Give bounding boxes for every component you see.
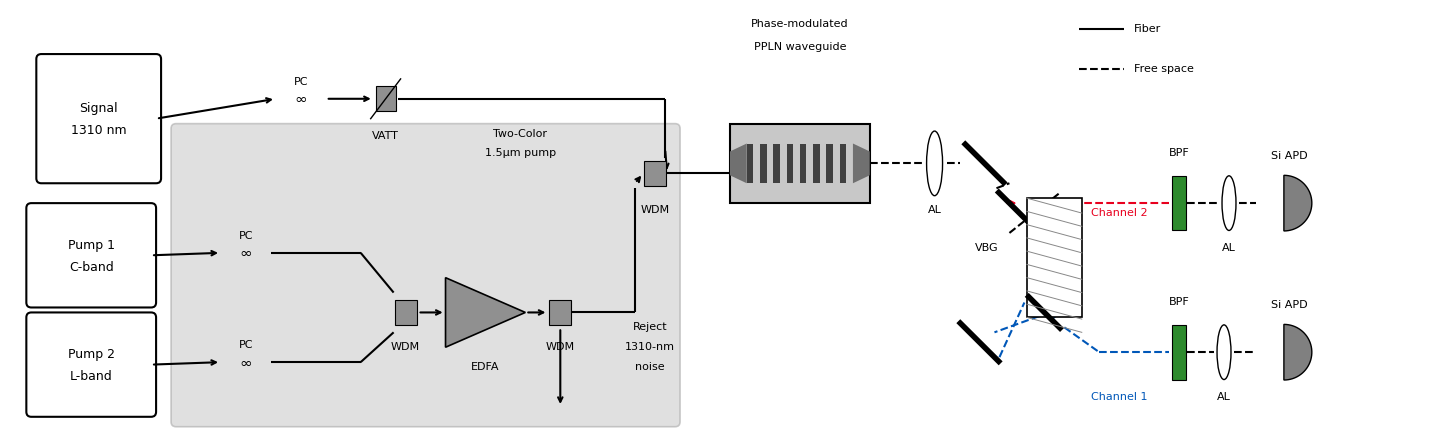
Bar	[813, 143, 819, 183]
Text: 1310 nm: 1310 nm	[72, 124, 126, 137]
Text: Pump 1: Pump 1	[67, 239, 115, 252]
Text: Free space: Free space	[1134, 64, 1194, 74]
Text: Channel 1: Channel 1	[1091, 392, 1147, 402]
Text: Channel 2: Channel 2	[1091, 208, 1147, 218]
Text: Phase-modulated: Phase-modulated	[750, 19, 849, 29]
FancyBboxPatch shape	[36, 54, 160, 183]
Text: PPLN waveguide: PPLN waveguide	[753, 42, 846, 52]
Bar	[780, 143, 786, 183]
Text: $\infty$: $\infty$	[239, 246, 252, 260]
Text: PC: PC	[239, 340, 253, 350]
Text: Two-Color: Two-Color	[494, 129, 547, 138]
FancyBboxPatch shape	[26, 203, 156, 307]
Bar	[1173, 176, 1186, 230]
Bar	[826, 143, 833, 183]
FancyBboxPatch shape	[26, 312, 156, 417]
Text: 1.5μm pump: 1.5μm pump	[485, 148, 556, 159]
Text: WDM: WDM	[391, 342, 420, 352]
Text: Si APD: Si APD	[1270, 301, 1307, 310]
Bar	[730, 124, 869, 203]
Text: $\infty$: $\infty$	[295, 91, 308, 106]
Polygon shape	[445, 278, 526, 347]
Bar	[819, 143, 826, 183]
Bar	[773, 143, 780, 183]
Bar	[800, 143, 806, 183]
Text: Si APD: Si APD	[1270, 151, 1307, 161]
FancyBboxPatch shape	[170, 124, 680, 427]
Polygon shape	[1285, 324, 1312, 380]
Text: BPF: BPF	[1169, 148, 1190, 159]
Text: PC: PC	[239, 231, 253, 241]
Bar	[806, 143, 813, 183]
Bar	[786, 143, 793, 183]
Bar	[644, 161, 666, 186]
Text: VBG: VBG	[975, 243, 998, 253]
Text: VATT: VATT	[372, 130, 400, 141]
Bar	[753, 143, 760, 183]
Text: AL: AL	[1221, 243, 1236, 253]
Text: EDFA: EDFA	[471, 362, 500, 372]
Bar	[550, 300, 571, 325]
Bar	[1173, 325, 1186, 379]
Text: Pump 2: Pump 2	[67, 348, 115, 361]
Text: noise: noise	[636, 362, 664, 372]
Bar	[375, 86, 395, 111]
Text: 1310-nm: 1310-nm	[626, 342, 674, 352]
Text: WDM: WDM	[640, 205, 670, 215]
Text: PC: PC	[294, 77, 308, 87]
Ellipse shape	[1221, 176, 1236, 230]
Ellipse shape	[1217, 325, 1232, 379]
Bar	[746, 143, 753, 183]
Polygon shape	[853, 143, 869, 183]
Bar	[793, 143, 800, 183]
Text: Reject: Reject	[633, 323, 667, 332]
Text: C-band: C-band	[69, 261, 113, 274]
Ellipse shape	[927, 131, 942, 196]
Text: L-band: L-band	[70, 370, 113, 383]
Text: BPF: BPF	[1169, 297, 1190, 307]
Bar	[1027, 198, 1081, 318]
Text: Fiber: Fiber	[1134, 24, 1161, 34]
Bar	[846, 143, 853, 183]
Text: AL: AL	[928, 205, 941, 215]
Bar	[766, 143, 773, 183]
Bar	[833, 143, 839, 183]
Polygon shape	[730, 143, 746, 183]
Text: $\infty$: $\infty$	[239, 355, 252, 370]
Bar	[395, 300, 417, 325]
Text: Signal: Signal	[79, 102, 117, 115]
Bar	[839, 143, 846, 183]
Text: AL: AL	[1217, 392, 1232, 402]
Text: WDM: WDM	[546, 342, 574, 352]
Polygon shape	[1285, 175, 1312, 231]
Bar	[760, 143, 766, 183]
